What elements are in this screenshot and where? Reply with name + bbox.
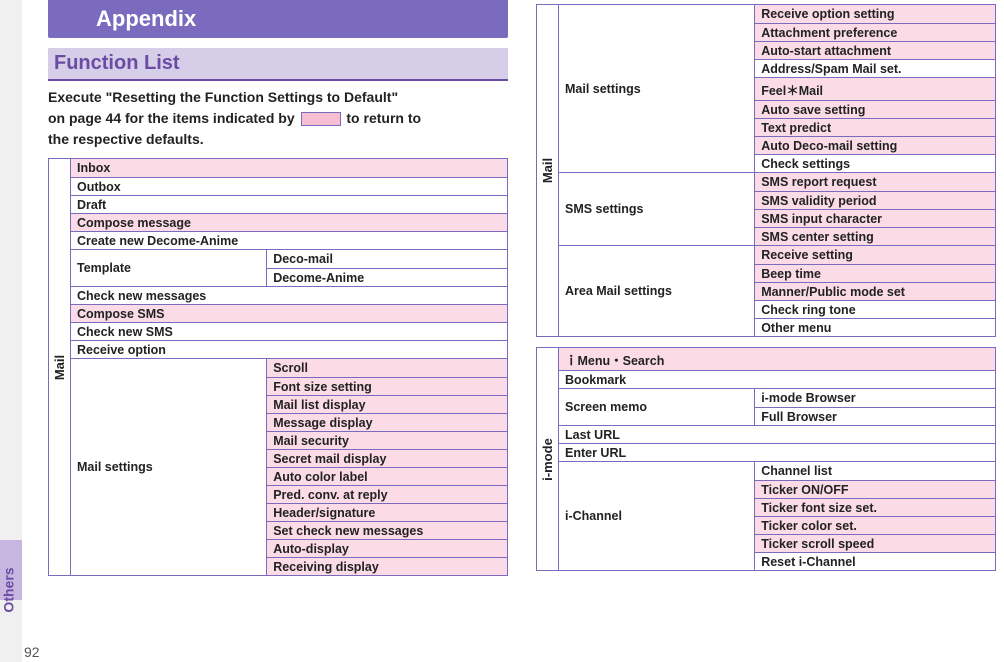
- page-number: 92: [24, 644, 40, 660]
- table-split-row: Mail settingsScrollFont size settingMail…: [71, 358, 507, 575]
- chapter-title: Appendix: [48, 0, 508, 38]
- table-subrow: Beep time: [755, 264, 995, 282]
- table-subrow: Channel list: [755, 462, 995, 480]
- table-subrow: Receive option setting: [755, 5, 995, 23]
- table-subrow: Font size setting: [267, 377, 507, 395]
- table-row: ｉMenu・Search: [559, 348, 995, 370]
- table-row-right: Receive settingBeep timeManner/Public mo…: [755, 246, 995, 336]
- imode-table: i-mode ｉMenu・SearchBookmarkScreen memoi-…: [536, 347, 996, 571]
- table-row-right: SMS report requestSMS validity periodSMS…: [755, 173, 995, 245]
- table-subrow: Text predict: [755, 118, 995, 136]
- table-row: Compose message: [71, 213, 507, 231]
- table-subrow: Check ring tone: [755, 300, 995, 318]
- mail-table-left: Mail InboxOutboxDraftCompose messageCrea…: [48, 158, 508, 576]
- table-row-right: Receive option settingAttachment prefere…: [755, 5, 995, 172]
- table-row-left: Template: [71, 250, 267, 286]
- category-cell-imode: i-mode: [537, 348, 559, 570]
- table-subrow: Auto-start attachment: [755, 41, 995, 59]
- mail-table-right: Mail Mail settingsReceive option setting…: [536, 4, 996, 337]
- table-row: Check new messages: [71, 286, 507, 304]
- table-row: Outbox: [71, 177, 507, 195]
- table-subrow: Pred. conv. at reply: [267, 485, 507, 503]
- table-split-row: Area Mail settingsReceive settingBeep ti…: [559, 245, 995, 336]
- table-row-right: ScrollFont size settingMail list display…: [267, 359, 507, 575]
- table-row-right: i-mode BrowserFull Browser: [755, 389, 995, 425]
- page-content: Appendix Function List Execute "Resettin…: [48, 0, 996, 662]
- table-subrow: Receiving display: [267, 557, 507, 575]
- table-row: Create new Decome-Anime: [71, 231, 507, 249]
- intro-text: Execute "Resetting the Function Settings…: [48, 87, 508, 150]
- table-row: Compose SMS: [71, 304, 507, 322]
- table-row-left: Mail settings: [559, 5, 755, 172]
- side-tab-strip: Others: [0, 0, 22, 662]
- table-subrow: Message display: [267, 413, 507, 431]
- table-row-left: Area Mail settings: [559, 246, 755, 336]
- table-subrow: Ticker ON/OFF: [755, 480, 995, 498]
- table-subrow: i-mode Browser: [755, 389, 995, 407]
- section-title: Function List: [48, 48, 508, 81]
- category-cell-mail-2: Mail: [537, 5, 559, 336]
- table-split-row: TemplateDeco-mailDecome-Anime: [71, 249, 507, 286]
- table-subrow: Feel＊Mail: [755, 77, 995, 100]
- table-subrow: Auto-display: [267, 539, 507, 557]
- table-split-row: i-ChannelChannel listTicker ON/OFFTicker…: [559, 461, 995, 570]
- table-subrow: Auto Deco-mail setting: [755, 136, 995, 154]
- table-subrow: Reset i-Channel: [755, 552, 995, 570]
- table-subrow: Decome-Anime: [267, 268, 507, 286]
- table-row: Draft: [71, 195, 507, 213]
- table-row-left: Mail settings: [71, 359, 267, 575]
- category-cell-mail: Mail: [49, 159, 71, 575]
- table-subrow: SMS input character: [755, 209, 995, 227]
- table-row-right: Channel listTicker ON/OFFTicker font siz…: [755, 462, 995, 570]
- table-subrow: SMS report request: [755, 173, 995, 191]
- table-subrow: Secret mail display: [267, 449, 507, 467]
- table-row-left: SMS settings: [559, 173, 755, 245]
- table-split-row: Screen memoi-mode BrowserFull Browser: [559, 388, 995, 425]
- table-subrow: Ticker font size set.: [755, 498, 995, 516]
- table-row-left: Screen memo: [559, 389, 755, 425]
- side-tab-label: Others: [1, 567, 17, 612]
- table-subrow: Ticker scroll speed: [755, 534, 995, 552]
- table-subrow: Manner/Public mode set: [755, 282, 995, 300]
- left-column: Appendix Function List Execute "Resettin…: [48, 0, 508, 662]
- pink-indicator-icon: [301, 112, 341, 126]
- table-subrow: Header/signature: [267, 503, 507, 521]
- table-row: Enter URL: [559, 443, 995, 461]
- intro-line3: the respective defaults.: [48, 131, 204, 147]
- intro-line2a: on page 44 for the items indicated by: [48, 110, 299, 126]
- table-split-row: Mail settingsReceive option settingAttac…: [559, 5, 995, 172]
- table-subrow: Auto save setting: [755, 100, 995, 118]
- table-subrow: Attachment preference: [755, 23, 995, 41]
- table-row-right: Deco-mailDecome-Anime: [267, 250, 507, 286]
- table-subrow: Auto color label: [267, 467, 507, 485]
- table-row-left: i-Channel: [559, 462, 755, 570]
- right-column: Mail Mail settingsReceive option setting…: [536, 0, 996, 662]
- table-subrow: SMS validity period: [755, 191, 995, 209]
- table-row: Last URL: [559, 425, 995, 443]
- table-split-row: SMS settingsSMS report requestSMS validi…: [559, 172, 995, 245]
- table-row: Bookmark: [559, 370, 995, 388]
- intro-line2b: to return to: [343, 110, 422, 126]
- table-row: Check new SMS: [71, 322, 507, 340]
- table-subrow: Deco-mail: [267, 250, 507, 268]
- intro-line1: Execute "Resetting the Function Settings…: [48, 89, 398, 105]
- table-subrow: Ticker color set.: [755, 516, 995, 534]
- table-row: Receive option: [71, 340, 507, 358]
- table-subrow: Check settings: [755, 154, 995, 172]
- table-subrow: Mail security: [267, 431, 507, 449]
- table-subrow: Other menu: [755, 318, 995, 336]
- table-row: Inbox: [71, 159, 507, 177]
- table-subrow: Address/Spam Mail set.: [755, 59, 995, 77]
- table-subrow: SMS center setting: [755, 227, 995, 245]
- table-subrow: Scroll: [267, 359, 507, 377]
- table-subrow: Receive setting: [755, 246, 995, 264]
- table-subrow: Mail list display: [267, 395, 507, 413]
- table-subrow: Full Browser: [755, 407, 995, 425]
- table-subrow: Set check new messages: [267, 521, 507, 539]
